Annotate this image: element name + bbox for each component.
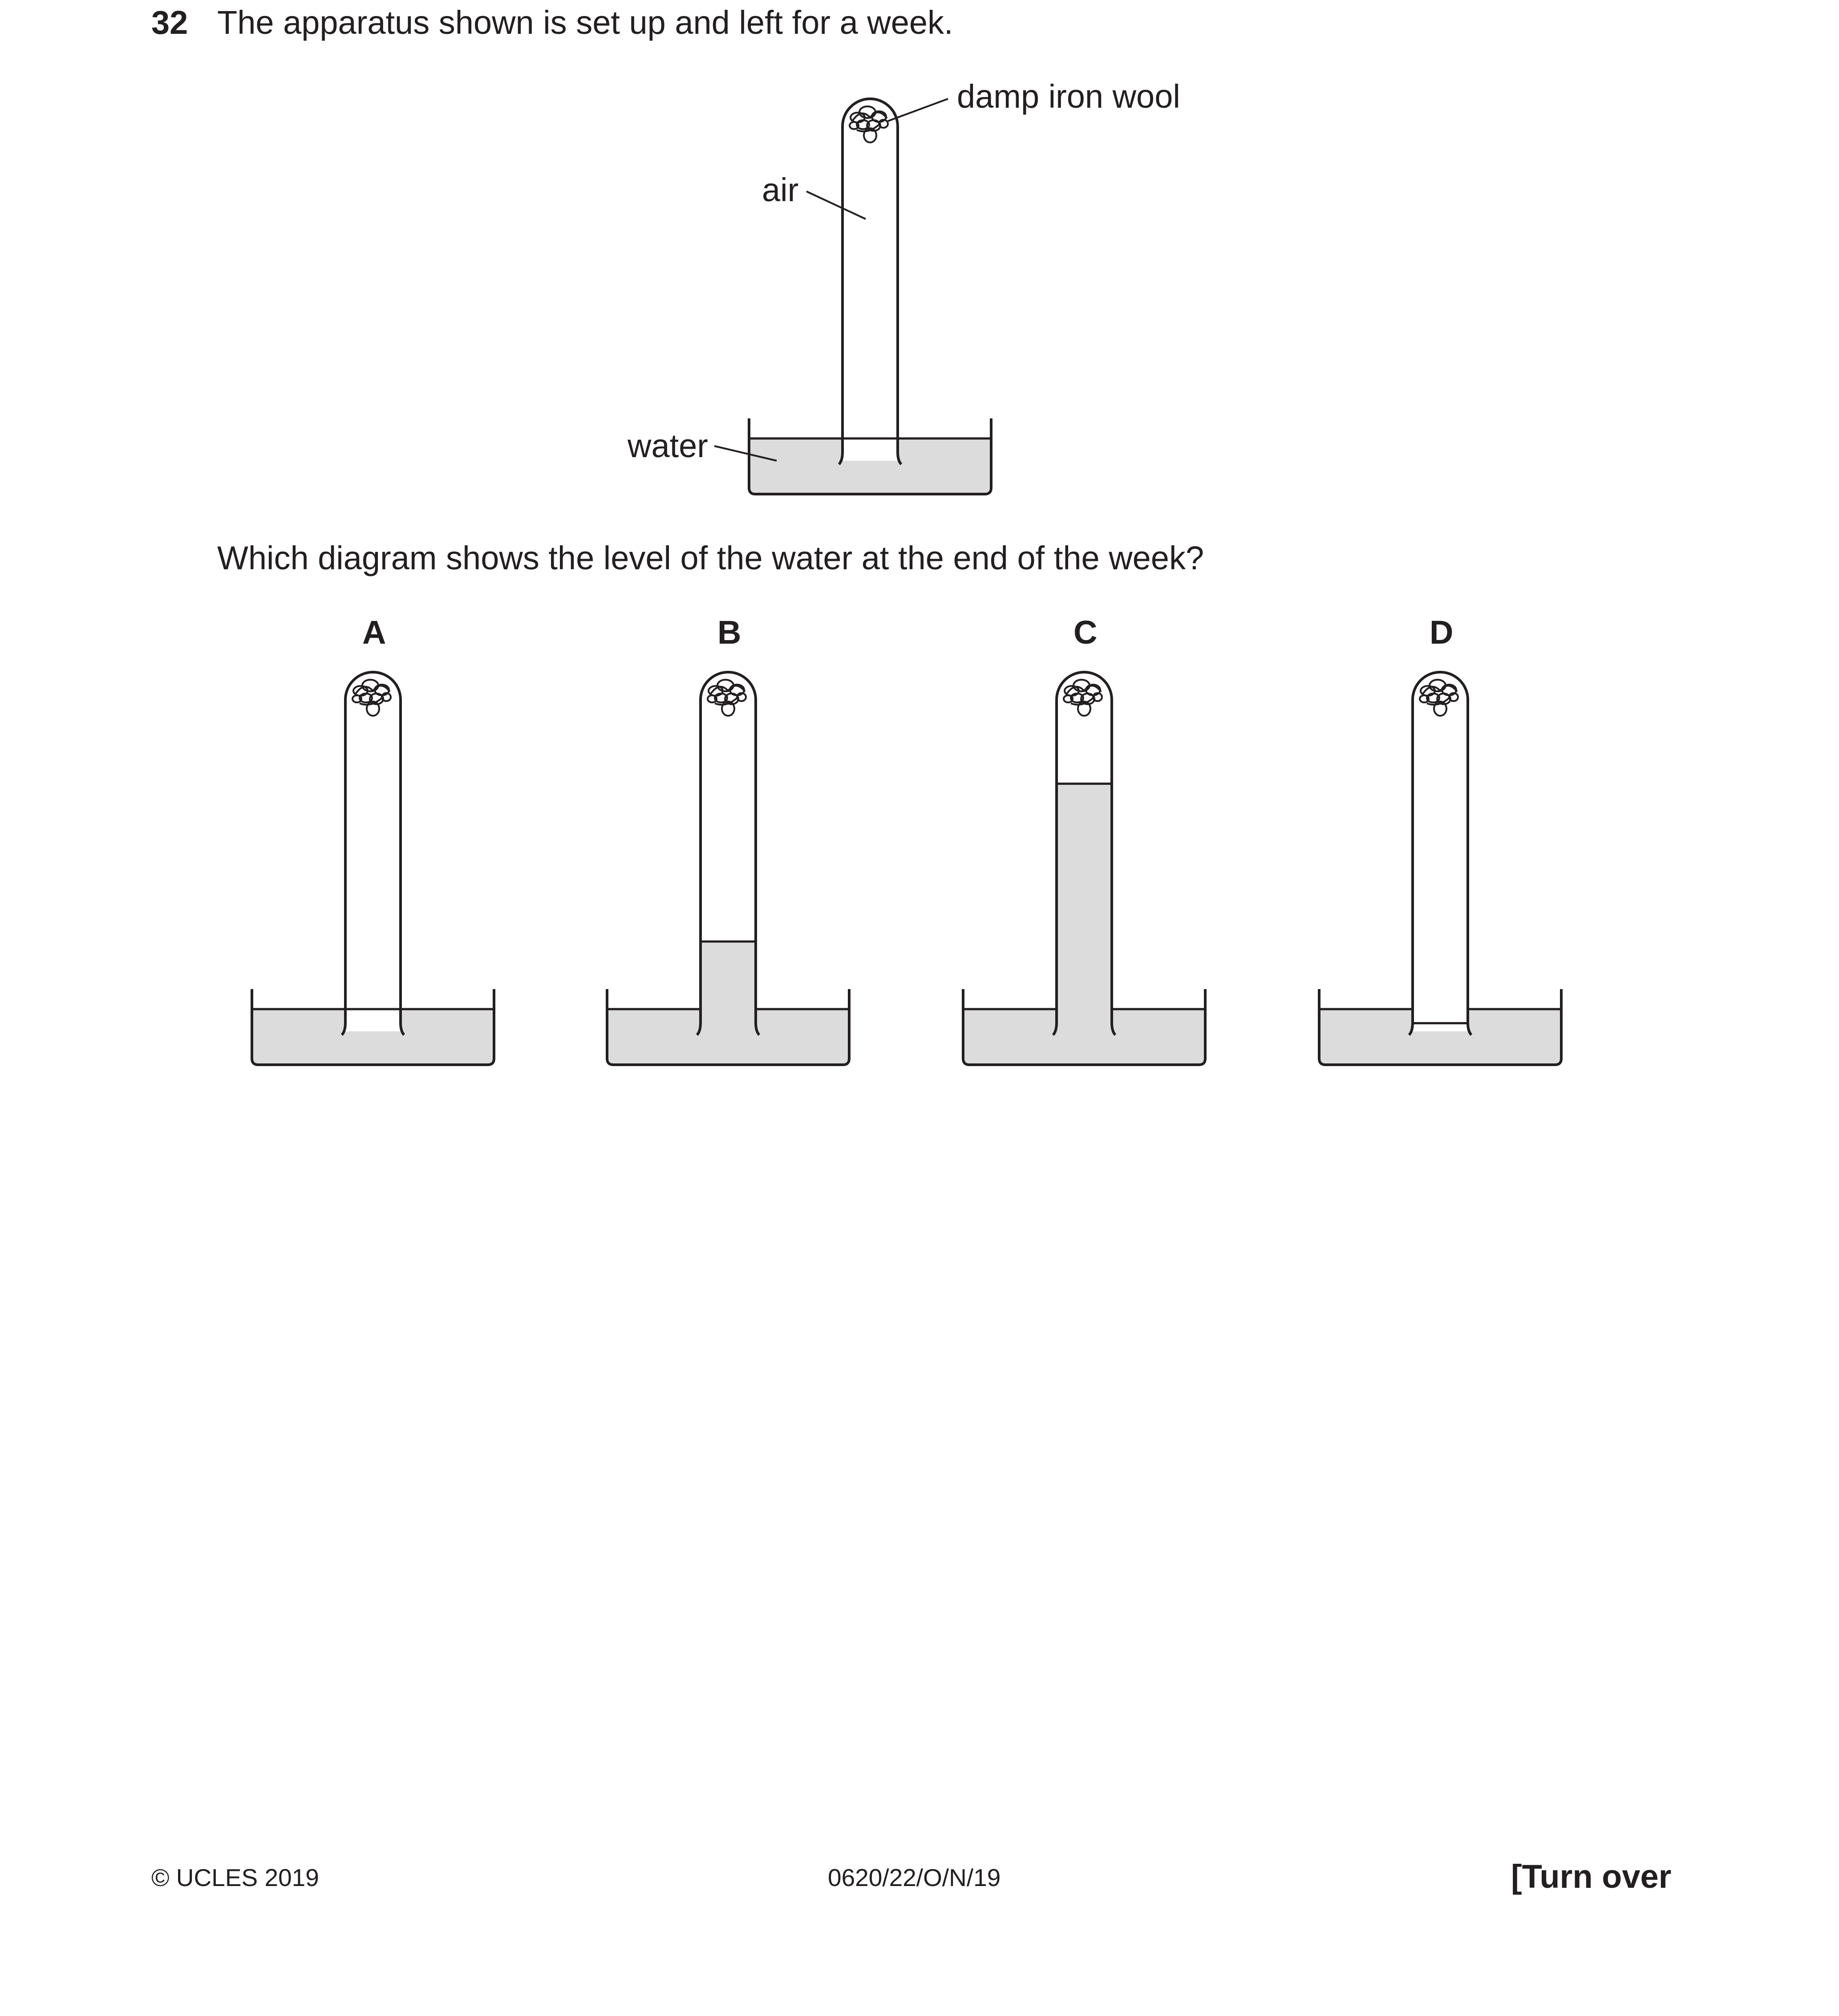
option-b-iron-wool <box>707 679 747 717</box>
label-damp-iron-wool: damp iron wool <box>957 78 1180 115</box>
option-label-b: B <box>717 614 741 651</box>
footer-paper-code: 0620/22/O/N/19 <box>828 1864 1001 1891</box>
leader-line-water <box>714 445 777 462</box>
leader-line-iron-wool <box>887 98 948 122</box>
question-prompt: Which diagram shows the level of the wat… <box>217 539 1204 576</box>
main-iron-wool <box>849 105 889 143</box>
option-c-iron-wool <box>1063 679 1103 717</box>
option-a-tube <box>340 671 405 1036</box>
apparatus-diagrams <box>251 97 1563 1066</box>
option-d-trough <box>1318 989 1563 1066</box>
option-d-tube-water <box>1413 1009 1468 1023</box>
option-d-tube-interior <box>1413 672 1468 1031</box>
option-a-trough <box>251 989 495 1066</box>
footer-turn-over: [Turn over <box>1511 1858 1672 1895</box>
option-a-iron-wool <box>352 679 392 717</box>
question-text: The apparatus shown is set up and left f… <box>217 4 953 41</box>
option-d-tube <box>1408 671 1473 1036</box>
option-c-tube-water <box>1057 783 1112 1031</box>
leader-line-air <box>806 191 866 220</box>
main-tube <box>838 97 903 466</box>
option-b-tube-water <box>701 941 756 1031</box>
label-water: water <box>628 427 708 464</box>
option-b-tube <box>696 671 761 1036</box>
option-label-d: D <box>1430 614 1454 651</box>
option-b-trough-water <box>607 1009 849 1065</box>
option-c-trough-water <box>963 1009 1205 1065</box>
footer-copyright: © UCLES 2019 <box>151 1864 319 1891</box>
question-number: 32 <box>151 4 188 41</box>
option-d-iron-wool <box>1419 679 1459 717</box>
option-a-trough-water <box>252 1009 494 1065</box>
option-label-c: C <box>1073 614 1098 651</box>
label-air: air <box>762 171 799 208</box>
option-label-a: A <box>362 614 386 651</box>
main-trough-water <box>749 438 991 494</box>
option-d-trough-water <box>1319 1009 1561 1065</box>
option-c-trough <box>962 989 1207 1066</box>
option-a-tube-interior <box>345 672 401 1031</box>
option-b-trough <box>606 989 851 1066</box>
main-tube-interior <box>843 99 898 461</box>
main-trough <box>748 418 992 495</box>
option-c-tube <box>1052 671 1117 1036</box>
